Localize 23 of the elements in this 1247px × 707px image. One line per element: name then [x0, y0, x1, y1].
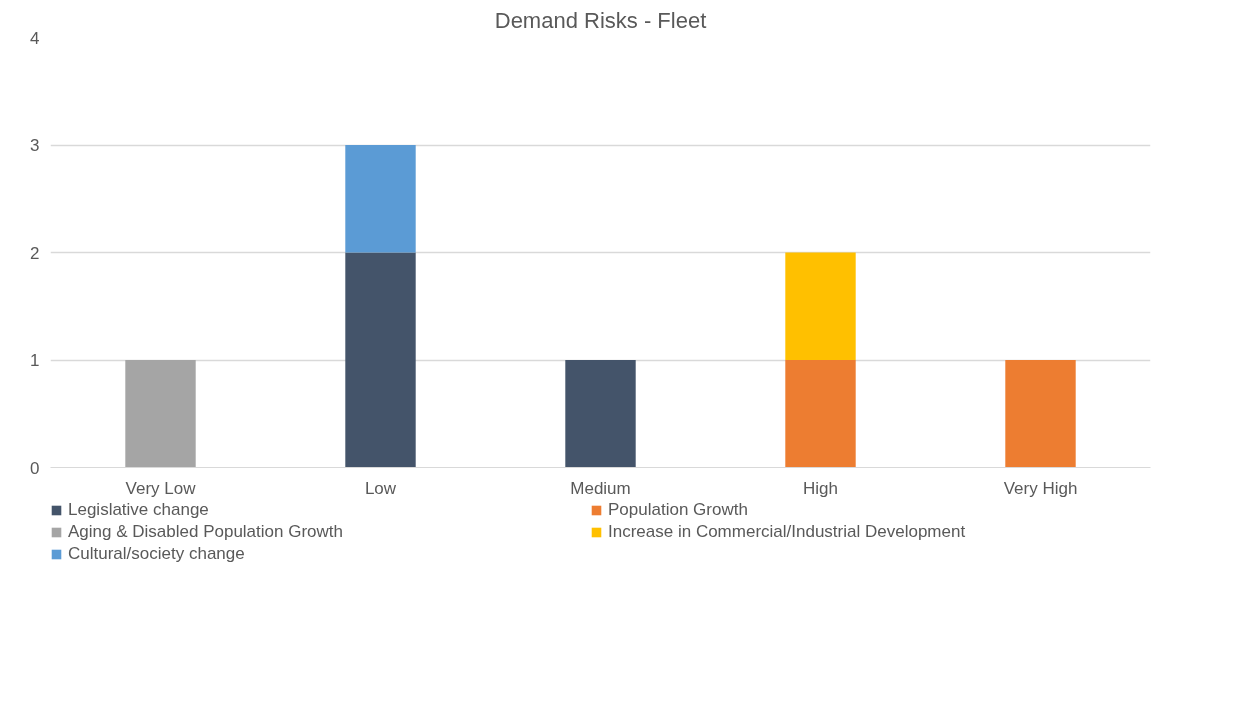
y-tick-label: 1: [30, 351, 40, 370]
y-tick-label: 2: [30, 243, 40, 263]
x-tick-label: Very Low: [125, 478, 197, 498]
bar: [345, 252, 416, 468]
bar: [1005, 360, 1076, 468]
x-tick-label: High: [803, 478, 838, 498]
x-tick-label: Low: [364, 478, 397, 498]
chart-title: Demand Risks - Fleet: [494, 7, 707, 33]
legend-label: Legislative change: [68, 500, 210, 520]
y-tick-label: 3: [30, 136, 40, 155]
y-tick-label: 4: [30, 28, 40, 48]
bar: [345, 145, 416, 253]
x-tick-label: Medium: [570, 478, 631, 498]
y-tick-label: 0: [30, 458, 40, 478]
legend-label: Population Growth: [608, 500, 749, 520]
bar: [565, 360, 636, 468]
bar: [125, 360, 196, 468]
legend-label: Increase in Commercial/Industrial Development: [608, 522, 967, 542]
bar: [785, 252, 856, 360]
legend-label: Cultural/society change: [68, 544, 246, 564]
legend-label: Aging & Disabled Population Growth: [68, 522, 344, 542]
bar: [785, 360, 856, 468]
x-tick-label: Very High: [1003, 478, 1078, 498]
